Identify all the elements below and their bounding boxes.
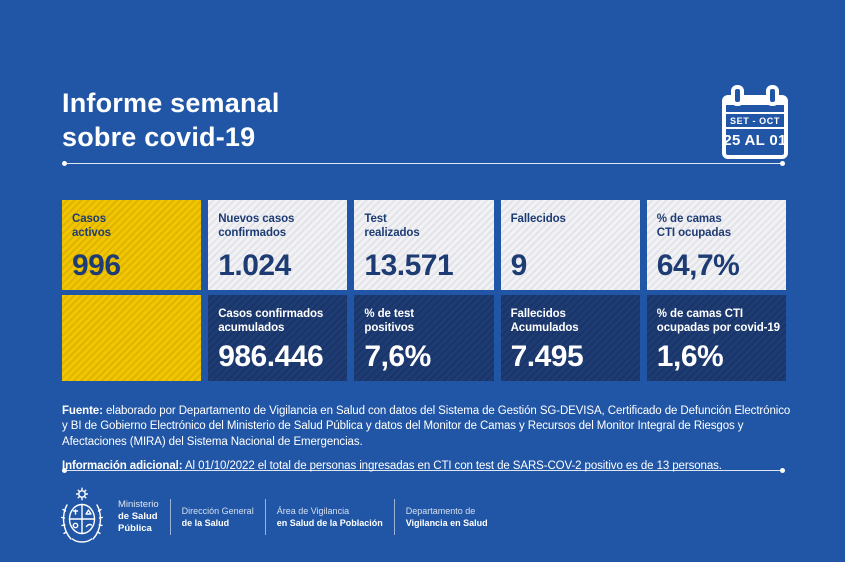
ministry-name-line1: Ministerio — [118, 499, 159, 510]
additional-info-label: Información adicional: — [62, 459, 183, 472]
ministry-name-line3: Pública — [118, 523, 152, 534]
ministry-name-line2: de Salud — [118, 511, 158, 522]
stat-label: % de camas CTI ocupadas por covid-19 — [656, 308, 780, 334]
source-note-label: Fuente: — [62, 404, 103, 417]
stat-card-icu-covid-occupancy: % de camas CTI ocupadas por covid-19 1,6… — [646, 295, 786, 381]
stat-value: 1,6% — [656, 340, 724, 373]
dept-line2: Vigilancia en Salud — [405, 518, 488, 528]
calendar-ring-icon — [766, 85, 779, 106]
stat-card-positivity-rate: % de test positivos 7,6% — [354, 295, 494, 381]
stat-card-new-confirmed: Nuevos casos confirmados 1.024 — [208, 200, 348, 290]
stat-label: Casos confirmados acumulados — [218, 308, 324, 334]
header-divider-line — [62, 161, 785, 166]
stat-card-yellow-filler — [62, 295, 202, 381]
stat-label: % de camas CTI ocupadas — [656, 213, 731, 239]
stat-card-tests-done: Test realizados 13.571 — [354, 200, 494, 290]
stat-label: Fallecidos — [510, 213, 566, 225]
stat-value: 9 — [510, 249, 528, 282]
stat-value: 986.446 — [218, 340, 324, 373]
uruguay-coat-of-arms-icon — [61, 487, 103, 543]
stat-label: Fallecidos Acumulados — [510, 308, 579, 334]
stat-value: 7,6% — [364, 340, 431, 373]
dept-line1: Dirección General — [181, 505, 254, 516]
stat-label: % de test positivos — [364, 308, 414, 334]
footer-dept-departamento-vigilancia: Departamento de Vigilancia en Salud — [406, 505, 488, 530]
additional-info-text: Al 01/10/2022 el total de personas ingre… — [184, 459, 722, 472]
footer-dept-direccion-general: Dirección General de la Salud — [182, 505, 254, 530]
stat-value: 64,7% — [656, 249, 740, 282]
page-title: Informe semanal sobre covid-19 — [62, 86, 280, 154]
footer-separator — [169, 499, 171, 535]
source-note-text: elaborado por Departamento de Vigilancia… — [62, 404, 791, 448]
stat-card-cumulative-confirmed: Casos confirmados acumulados 986.446 — [208, 295, 348, 381]
ministry-name: Ministerio de Salud Pública — [118, 499, 159, 535]
footer-divider-line — [62, 468, 785, 473]
footer-separator — [393, 499, 395, 535]
stat-label: Casos activos — [72, 213, 111, 239]
stats-grid: Casos activos 996 Nuevos casos confirmad… — [62, 200, 786, 381]
stat-card-icu-occupancy: % de camas CTI ocupadas 64,7% — [646, 200, 786, 290]
additional-info-note: Información adicional: Al 01/10/2022 el … — [62, 459, 794, 475]
calendar-date-range: 25 AL 01 — [723, 131, 787, 149]
footer: Ministerio de Salud Pública Dirección Ge… — [58, 484, 488, 550]
dept-line1: Departamento de — [405, 505, 476, 516]
stat-value: 1.024 — [218, 249, 291, 282]
footer-dept-area-vigilancia: Área de Vigilancia en Salud de la Poblac… — [277, 505, 383, 530]
dept-line2: en Salud de la Población — [276, 518, 383, 528]
dept-line2: de la Salud — [181, 518, 230, 528]
dept-line1: Área de Vigilancia — [276, 505, 350, 516]
stat-card-deaths: Fallecidos 9 — [500, 200, 640, 290]
footer-separator — [264, 499, 266, 535]
stat-label: Test realizados — [364, 213, 420, 239]
stat-label: Nuevos casos confirmados — [218, 213, 295, 239]
stat-card-cumulative-deaths: Fallecidos Acumulados 7.495 — [500, 295, 640, 381]
stat-card-active-cases: Casos activos 996 — [62, 200, 202, 290]
stat-value: 7.495 — [510, 340, 584, 373]
source-note: Fuente: elaborado por Departamento de Vi… — [62, 404, 794, 451]
page-title-line1: Informe semanal — [62, 88, 280, 118]
calendar-ring-icon — [731, 85, 744, 106]
stat-value: 996 — [72, 249, 121, 282]
stat-value: 13.571 — [364, 249, 454, 282]
calendar-icon: SET - OCT 25 AL 01 — [722, 85, 788, 159]
calendar-month-range: SET - OCT — [723, 111, 787, 129]
page-title-line2: sobre covid-19 — [62, 122, 256, 152]
